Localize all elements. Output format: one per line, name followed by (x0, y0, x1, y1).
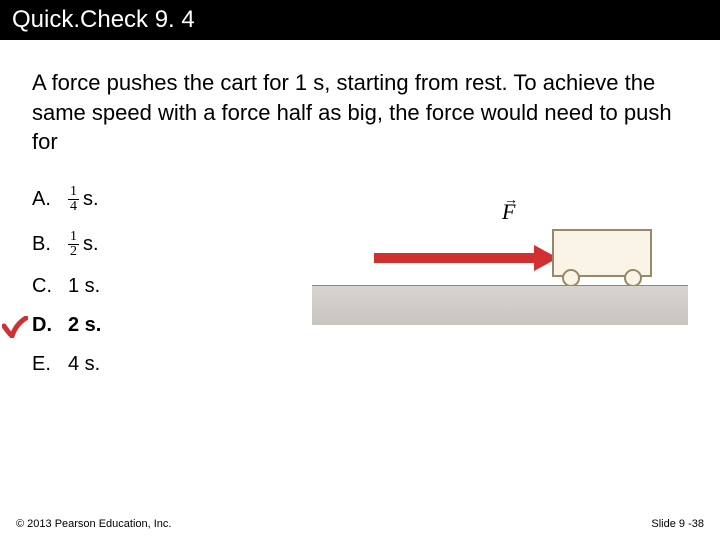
option-d-text: 2 s. (68, 314, 101, 337)
force-arrow-icon (374, 245, 558, 271)
checkmark-icon (2, 316, 28, 344)
option-a-letter: A. (32, 188, 68, 211)
option-a: A. 1 4 s. (32, 185, 292, 214)
copyright-text: © 2013 Pearson Education, Inc. (16, 518, 171, 530)
body-row: A. 1 4 s. B. 1 2 s. C. 1 s. (32, 185, 688, 392)
option-b-fraction: 1 2 (68, 230, 79, 259)
option-e-text: 4 s. (68, 353, 100, 376)
option-b: B. 1 2 s. (32, 230, 292, 259)
option-c-letter: C. (32, 275, 68, 298)
option-b-den: 2 (68, 245, 79, 259)
option-d-letter: D. (32, 314, 68, 337)
slide-content: A force pushes the cart for 1 s, startin… (0, 40, 720, 392)
option-e-letter: E. (32, 353, 68, 376)
slide-title: Quick.Check 9. 4 (0, 0, 720, 40)
cart-figure: → F (312, 185, 688, 345)
option-a-unit: s. (83, 188, 99, 211)
option-e: E. 4 s. (32, 353, 292, 376)
vector-arrow-icon: → (504, 193, 518, 209)
ground (312, 285, 688, 325)
option-b-num: 1 (68, 230, 79, 245)
force-label: → F (502, 199, 515, 225)
option-b-unit: s. (83, 233, 99, 256)
option-c-text: 1 s. (68, 275, 100, 298)
option-a-num: 1 (68, 185, 79, 200)
cart-icon (552, 229, 652, 277)
slide-number: Slide 9 -38 (651, 518, 704, 530)
option-b-letter: B. (32, 233, 68, 256)
option-a-den: 4 (68, 200, 79, 214)
option-d: D. 2 s. (32, 314, 292, 337)
footer: © 2013 Pearson Education, Inc. Slide 9 -… (16, 518, 704, 530)
options-list: A. 1 4 s. B. 1 2 s. C. 1 s. (32, 185, 292, 392)
question-text: A force pushes the cart for 1 s, startin… (32, 68, 688, 157)
option-c: C. 1 s. (32, 275, 292, 298)
option-a-fraction: 1 4 (68, 185, 79, 214)
